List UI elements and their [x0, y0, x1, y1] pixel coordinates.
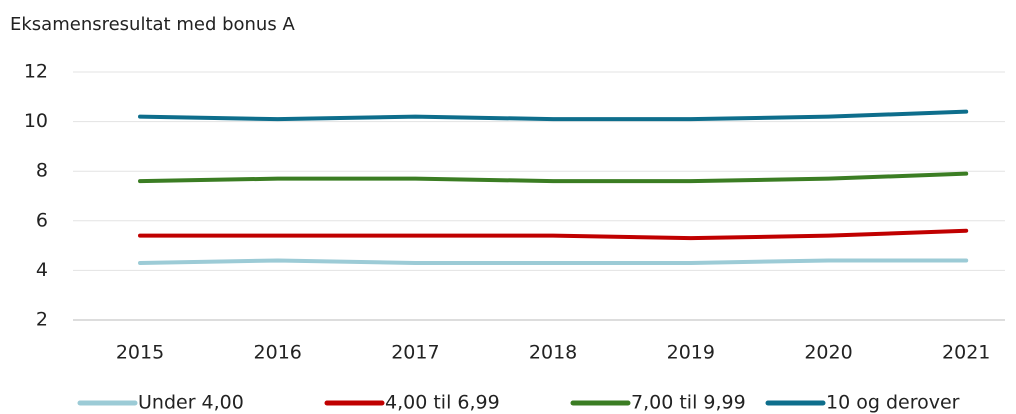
x-tick-label: 2015 — [116, 342, 164, 364]
y-tick-label: 10 — [24, 110, 48, 132]
x-tick-label: 2018 — [529, 342, 577, 364]
y-tick-label: 4 — [36, 259, 48, 281]
series-line — [138, 258, 969, 265]
series-line — [138, 109, 969, 122]
x-tick-label: 2017 — [391, 342, 439, 364]
chart-title: Eksamensresultat med bonus A — [10, 14, 295, 35]
y-tick-label: 2 — [36, 309, 48, 331]
legend-label: Under 4,00 — [138, 392, 244, 414]
legend-label: 7,00 til 9,99 — [631, 392, 746, 414]
x-tick-label: 2016 — [254, 342, 302, 364]
legend-label: 10 og derover — [826, 392, 960, 414]
y-tick-label: 8 — [36, 160, 48, 182]
x-tick-label: 2019 — [667, 342, 715, 364]
series-line — [138, 228, 969, 241]
legend-label: 4,00 til 6,99 — [385, 392, 500, 414]
series-line — [138, 171, 969, 184]
x-tick-label: 2021 — [942, 342, 990, 364]
y-tick-label: 12 — [24, 61, 48, 83]
y-tick-label: 6 — [36, 209, 48, 231]
x-tick-label: 2020 — [804, 342, 852, 364]
